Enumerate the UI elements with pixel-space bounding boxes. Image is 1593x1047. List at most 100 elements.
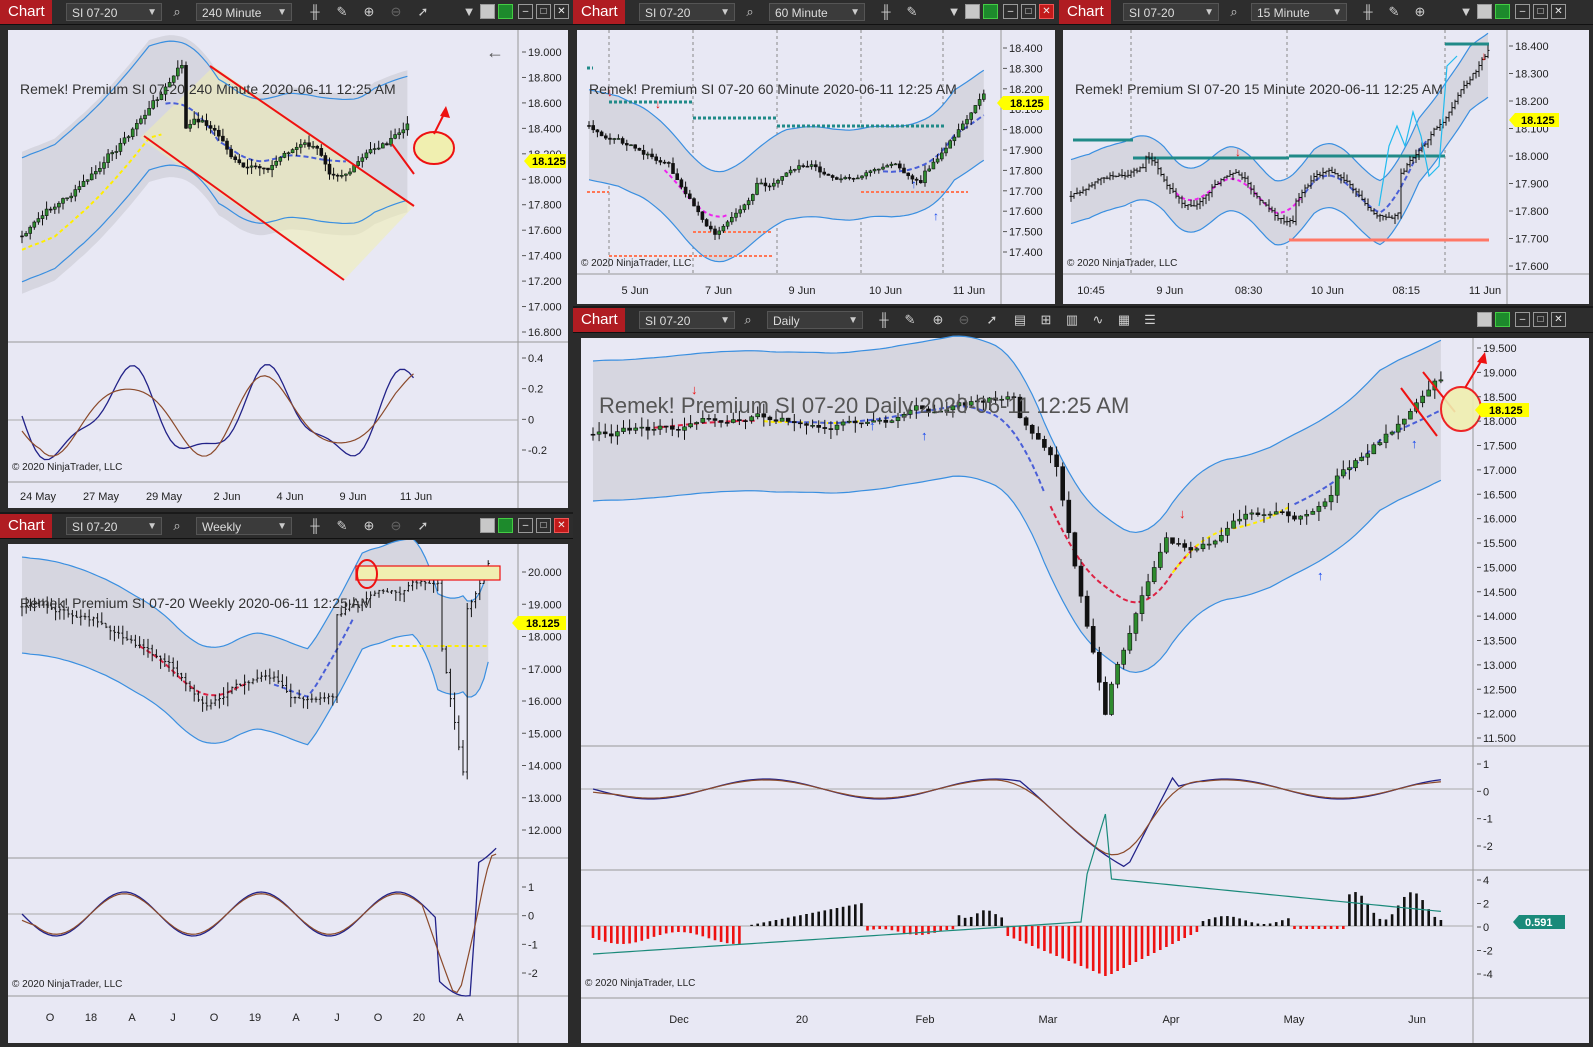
instrument-selector[interactable]: SI 07-20 ▼: [66, 517, 162, 535]
bar-type-icon[interactable]: ╫: [1363, 4, 1373, 19]
data-box-icon[interactable]: ▤: [1013, 312, 1027, 327]
close-button[interactable]: ✕: [1039, 4, 1054, 19]
maximize-button[interactable]: □: [536, 4, 551, 19]
instrument-selector[interactable]: SI 07-20 ▼: [66, 3, 162, 21]
indicators-icon[interactable]: ∿: [1092, 312, 1104, 327]
list-icon[interactable]: ☰: [1144, 312, 1156, 327]
search-icon[interactable]: ⌕: [173, 518, 181, 533]
histogram-bar: [1396, 905, 1400, 926]
strategies-icon[interactable]: ▥: [1065, 312, 1079, 327]
bar-type-icon[interactable]: ╫: [310, 518, 320, 533]
chart-canvas[interactable]: ↓ ↓ ↑ ↑ Remek! Premium SI 07-20 60 Minute 2…: [573, 26, 1059, 306]
bar-type-icon[interactable]: ╫: [881, 4, 891, 19]
dropdown-arrow-icon[interactable]: ▼: [947, 4, 961, 19]
minimize-button[interactable]: –: [1515, 312, 1530, 327]
arrow-up-icon: ↑: [911, 177, 917, 191]
chart-canvas[interactable]: ↓↓ Remek! Premium SI 07-20 15 Minute 202…: [1059, 26, 1593, 306]
histogram-bar: [884, 926, 888, 930]
zoom-in-icon[interactable]: ⊕: [932, 312, 944, 327]
interval-selector[interactable]: 15 Minute ▼: [1251, 3, 1347, 21]
drawing-tool-icon[interactable]: ✎: [1388, 4, 1400, 19]
drawing-tool-icon[interactable]: ✎: [904, 312, 916, 327]
pointer-icon[interactable]: ➚: [986, 312, 998, 327]
chart-canvas[interactable]: Remek! Premium SI 07-20 Weekly 2020-06-1…: [0, 540, 573, 1047]
chart-trader-icon[interactable]: ▦: [1117, 312, 1131, 327]
chart-canvas[interactable]: ↓ ↓ ↑ ↑ ↑ ↑ Remek! Premium SI 07-20 Daily 202…: [573, 334, 1593, 1047]
search-icon[interactable]: ⌕: [173, 4, 181, 19]
maximize-button[interactable]: □: [536, 518, 551, 533]
link-green-button[interactable]: [1495, 4, 1510, 19]
back-arrow-icon[interactable]: ←: [486, 42, 504, 62]
interval-selector[interactable]: 60 Minute ▼: [769, 3, 865, 21]
close-button[interactable]: ✕: [554, 518, 569, 533]
histogram-bar: [1409, 892, 1412, 926]
interval-selector[interactable]: 240 Minute ▼: [196, 3, 292, 21]
instrument-selector[interactable]: SI 07-20 ▼: [1123, 3, 1219, 21]
pointer-icon[interactable]: ➚: [417, 4, 429, 19]
zoom-out-icon[interactable]: ⊖: [958, 312, 970, 327]
chart-body[interactable]: ↓ ↓ ↑ ↑ ↑ ↑ Remek! Premium SI 07-20 Daily 202…: [573, 334, 1593, 1047]
interval-selector[interactable]: Weekly ▼: [196, 517, 292, 535]
link-gray-button[interactable]: [1477, 4, 1492, 19]
drawing-tool-icon[interactable]: ✎: [336, 4, 348, 19]
maximize-button[interactable]: □: [1021, 4, 1036, 19]
link-green-button[interactable]: [983, 4, 998, 19]
interval-value: 60 Minute: [775, 6, 828, 20]
minimize-button[interactable]: –: [1003, 4, 1018, 19]
link-green-button[interactable]: [498, 4, 513, 19]
chart-body[interactable]: ↓ ↓ ↑ ↑ Remek! Premium SI 07-20 60 Minute 2…: [573, 26, 1059, 306]
chart-menu-button[interactable]: Chart: [573, 308, 625, 332]
target-arrow: [1464, 357, 1484, 389]
search-icon[interactable]: ⌕: [746, 4, 754, 19]
link-green-button[interactable]: [1495, 312, 1510, 327]
chart-body[interactable]: ↓ ↓ Remek! Premium SI 07-20 15 Minute 202…: [1059, 26, 1593, 306]
link-green-button[interactable]: [498, 518, 513, 533]
instrument-selector[interactable]: SI 07-20 ▼: [639, 311, 735, 329]
close-button[interactable]: ✕: [554, 4, 569, 19]
zoom-in-icon[interactable]: ⊕: [363, 4, 375, 19]
zoom-in-icon[interactable]: ⊕: [363, 518, 375, 533]
candle: [612, 138, 617, 140]
chart-menu-button[interactable]: Chart: [573, 0, 625, 24]
candle: [624, 143, 629, 146]
zoom-in-icon[interactable]: ⊕: [1414, 4, 1426, 19]
dropdown-arrow-icon[interactable]: ▼: [1459, 4, 1473, 19]
link-gray-button[interactable]: [965, 4, 980, 19]
chart-menu-button[interactable]: Chart: [1059, 0, 1111, 24]
histogram-bar: [933, 926, 936, 933]
drawing-tool-icon[interactable]: ✎: [906, 4, 918, 19]
minimize-button[interactable]: –: [518, 4, 533, 19]
candle: [746, 200, 751, 206]
y-tick-label: 17.800: [1009, 165, 1043, 177]
chart-body[interactable]: Remek! Premium SI 07-20 240 Minute 2020-…: [0, 26, 573, 512]
bar-type-icon[interactable]: ╫: [879, 312, 889, 327]
link-gray-button[interactable]: [480, 518, 495, 533]
candle: [393, 134, 397, 139]
zoom-out-icon[interactable]: ⊖: [390, 518, 402, 533]
chart-canvas[interactable]: Remek! Premium SI 07-20 240 Minute 2020-…: [0, 26, 573, 512]
chart-body[interactable]: Remek! Premium SI 07-20 Weekly 2020-06-1…: [0, 540, 573, 1047]
chart-menu-button[interactable]: Chart: [0, 514, 52, 538]
chart-menu-button[interactable]: Chart: [0, 0, 52, 24]
maximize-button[interactable]: □: [1533, 312, 1548, 327]
instrument-selector[interactable]: SI 07-20 ▼: [639, 3, 735, 21]
search-icon[interactable]: ⌕: [744, 312, 752, 327]
maximize-button[interactable]: □: [1533, 4, 1548, 19]
search-icon[interactable]: ⌕: [1230, 4, 1238, 19]
close-button[interactable]: ✕: [1551, 312, 1566, 327]
bar-type-icon[interactable]: ╫: [310, 4, 320, 19]
close-button[interactable]: ✕: [1551, 4, 1566, 19]
zoom-out-icon[interactable]: ⊖: [390, 4, 402, 19]
candle: [1206, 543, 1212, 546]
histogram-bar: [921, 926, 924, 935]
dropdown-arrow-icon[interactable]: ▼: [462, 4, 476, 19]
pointer-icon[interactable]: ➚: [417, 518, 429, 533]
minimize-button[interactable]: –: [1515, 4, 1530, 19]
link-gray-button[interactable]: [1477, 312, 1492, 327]
link-gray-button[interactable]: [480, 4, 495, 19]
minimize-button[interactable]: –: [518, 518, 533, 533]
drawing-tool-icon[interactable]: ✎: [336, 518, 348, 533]
candle: [893, 163, 898, 166]
properties-icon[interactable]: ⊞: [1040, 312, 1052, 327]
interval-selector[interactable]: Daily ▼: [767, 311, 863, 329]
